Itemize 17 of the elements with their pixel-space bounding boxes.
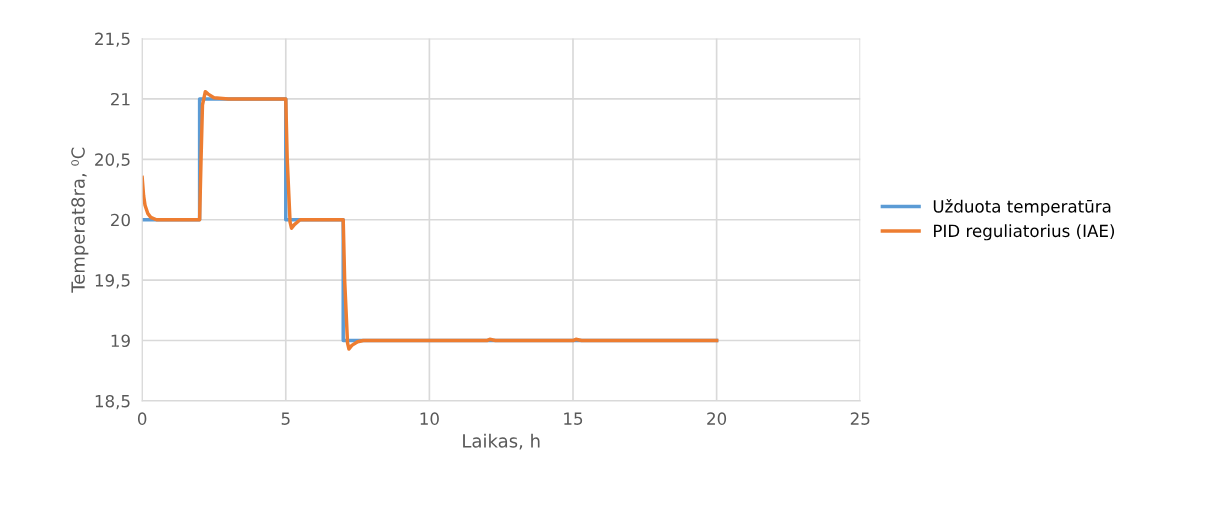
legend-label: Užduota temperatūra: [933, 199, 1111, 216]
x-tick-label: 25: [850, 412, 870, 425]
y-tick-label: 19: [111, 334, 130, 348]
y-tick-label: 20: [111, 213, 130, 227]
x-tick-label: 15: [564, 412, 583, 425]
y-tick-label: 20,5: [95, 153, 130, 168]
x-tick-label: 5: [281, 412, 290, 425]
y-axis-title: Temperat8ra, ⁰C: [71, 147, 89, 293]
y-tick-label: 19,5: [95, 274, 130, 289]
x-tick-label: 20: [707, 412, 727, 425]
x-axis-title: Laikas, h: [463, 433, 540, 450]
legend-label: PID reguliatorius (IAE): [934, 224, 1115, 241]
x-tick-label: 10: [420, 412, 439, 425]
y-tick-label: 21: [111, 92, 130, 106]
y-tick-label: 18,5: [95, 394, 130, 410]
x-tick-label: 0: [137, 412, 147, 425]
y-tick-label: 21,5: [95, 32, 130, 47]
